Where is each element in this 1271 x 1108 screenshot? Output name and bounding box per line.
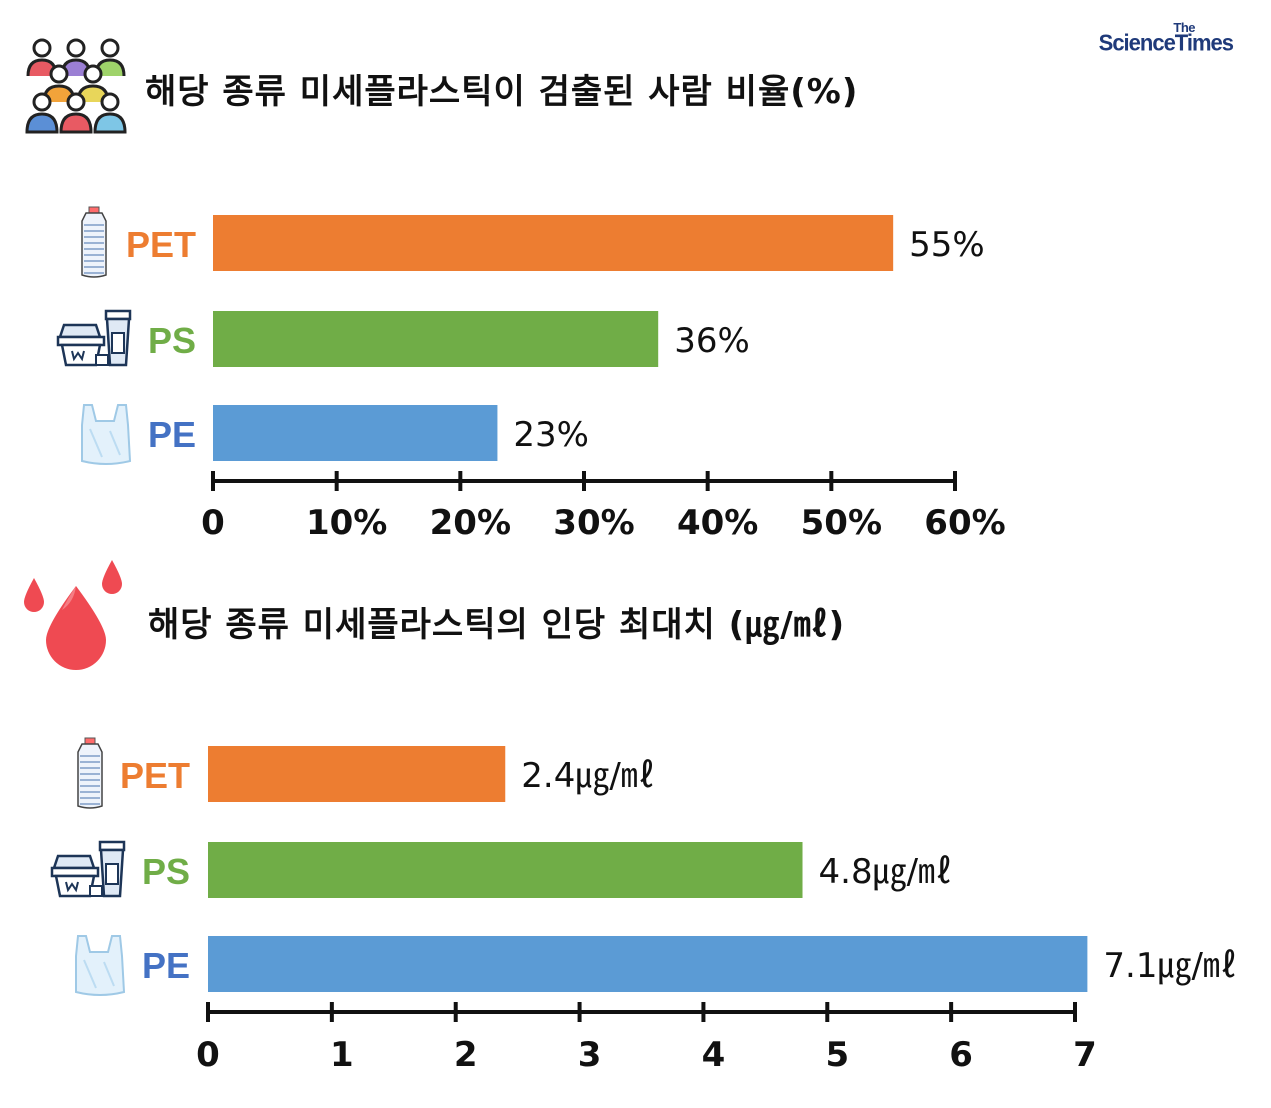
x-tick-label: 40%: [677, 503, 758, 543]
value-label-ps: 4.8㎍/㎖: [819, 852, 953, 892]
x-tick-label: 0: [196, 1035, 220, 1075]
food-container-cup-icon: [50, 840, 126, 898]
x-tick-label: 60%: [924, 503, 1005, 543]
x-tick-label: 20%: [430, 503, 511, 543]
plastic-bottle-icon: [81, 206, 107, 278]
x-tick-label: 2: [454, 1035, 478, 1075]
value-label-pe: 23%: [513, 415, 589, 455]
logo-main-text: ScienceTimes: [1098, 29, 1234, 56]
value-label-pet: 2.4㎍/㎖: [521, 756, 655, 796]
x-tick-label: 1: [330, 1035, 354, 1075]
bar-ps: [208, 842, 803, 898]
bar-pe: [213, 405, 498, 461]
category-label-ps: PS: [148, 320, 196, 361]
x-tick-label: 3: [578, 1035, 602, 1075]
logo-the-text: The: [1173, 20, 1195, 35]
chart2-title: 해당 종류 미세플라스틱의 인당 최대치 (㎍/㎖): [148, 605, 846, 645]
plastic-bag-icon: [81, 404, 132, 465]
science-times-logo: The ScienceTimes: [1083, 20, 1234, 56]
category-label-ps: PS: [142, 851, 190, 892]
value-label-pet: 55%: [909, 225, 985, 265]
value-label-pe: 7.1㎍/㎖: [1103, 946, 1237, 986]
value-label-ps: 36%: [674, 321, 750, 361]
food-container-cup-icon: [56, 309, 132, 367]
x-tick-label: 10%: [306, 503, 387, 543]
category-label-pet: PET: [126, 224, 196, 265]
plastic-bottle-icon: [77, 737, 103, 809]
blood-drops-icon: [24, 560, 122, 670]
plastic-bag-icon: [75, 935, 126, 996]
category-label-pe: PE: [148, 414, 196, 455]
x-tick-label: 6: [949, 1035, 973, 1075]
x-tick-label: 30%: [553, 503, 634, 543]
x-tick-label: 4: [702, 1035, 726, 1075]
x-tick-label: 5: [825, 1035, 849, 1075]
chart1-title: 해당 종류 미세플라스틱이 검출된 사람 비율(%): [145, 72, 859, 112]
bar-pet: [208, 746, 506, 802]
x-tick-label: 0: [201, 503, 225, 543]
chart1: 55% PET 36% PS 23% PE 0 10% 20% 30% 40% 50% 60%: [56, 206, 1006, 543]
bar-pet: [213, 215, 894, 271]
category-label-pe: PE: [142, 945, 190, 986]
bar-ps: [213, 311, 659, 367]
bar-pe: [208, 936, 1088, 992]
people-group-icon: [25, 38, 127, 134]
x-tick-label: 7: [1073, 1035, 1097, 1075]
category-label-pet: PET: [120, 755, 190, 796]
x-tick-label: 50%: [801, 503, 882, 543]
